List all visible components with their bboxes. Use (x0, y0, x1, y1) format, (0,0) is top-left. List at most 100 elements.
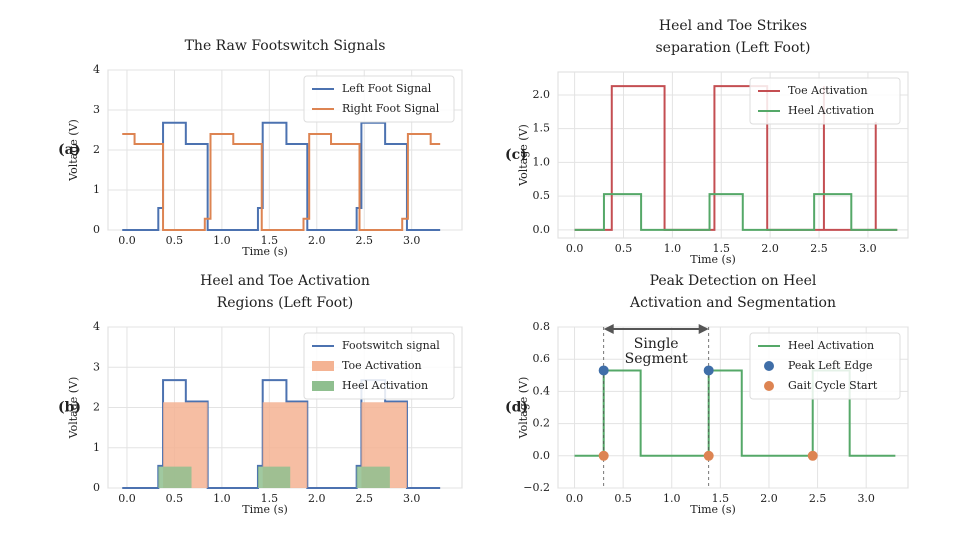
data-line (122, 121, 441, 231)
data-line (574, 85, 898, 231)
x-tick-label: 2.5 (355, 234, 373, 247)
legend-label: Heel Activation (788, 104, 874, 117)
legend-label: Heel Activation (342, 379, 428, 392)
x-tick-label: 0.5 (166, 492, 184, 505)
y-tick-label: 1.0 (533, 155, 551, 168)
x-tick-label: 0.5 (615, 242, 633, 255)
legend-swatch (312, 361, 334, 371)
y-tick-label: 0.2 (533, 417, 551, 430)
legend-swatch (764, 361, 774, 371)
x-tick-label: 1.5 (261, 234, 279, 247)
legend-label: Footswitch signal (342, 339, 440, 352)
y-tick-label: 0.5 (533, 189, 551, 202)
x-tick-label: 0.0 (118, 234, 136, 247)
x-tick-label: 0.0 (566, 242, 584, 255)
x-tick-label: 0.0 (118, 492, 136, 505)
chart-title: Activation and Segmentation (629, 295, 836, 311)
x-tick-label: 2.5 (810, 242, 828, 255)
x-tick-label: 3.0 (403, 234, 421, 247)
annotation: Segment (625, 351, 688, 367)
legend-box (749, 77, 901, 125)
x-tick-label: 3.0 (859, 242, 877, 255)
y-tick-label: 0.6 (533, 352, 551, 365)
y-tick-label: 0.4 (533, 384, 551, 397)
legend-label: Toe Activation (342, 359, 422, 372)
chart-title: The Raw Footswitch Signals (185, 38, 386, 54)
y-tick-label: 4 (93, 63, 100, 76)
x-tick-label: 1.5 (261, 492, 279, 505)
y-tick-label: 3 (93, 103, 100, 116)
x-tick-label: 0.5 (166, 234, 184, 247)
x-tick-label: 1.0 (663, 492, 681, 505)
legend-swatch (312, 381, 334, 391)
x-tick-label: 0.0 (566, 492, 584, 505)
x-tick-label: 2.0 (308, 234, 326, 247)
legend-box (749, 332, 901, 400)
y-tick-label: 2 (93, 143, 100, 156)
x-tick-label: 2.5 (809, 492, 827, 505)
data-point (703, 365, 714, 376)
data-line (574, 193, 898, 231)
legend-box (303, 75, 455, 123)
y-tick-label: 1 (93, 183, 100, 196)
x-tick-label: 1.5 (712, 492, 730, 505)
legend-label: Toe Activation (788, 84, 868, 97)
legend-label: Gait Cycle Start (788, 379, 878, 392)
panel-label: (d) (505, 400, 528, 416)
y-tick-label: 2 (93, 401, 100, 414)
legend-label: Right Foot Signal (342, 102, 440, 115)
x-tick-label: 2.5 (355, 492, 373, 505)
data-area (158, 466, 390, 488)
y-axis-label: Voltage (V) (517, 124, 530, 187)
legend-swatch (764, 381, 774, 391)
y-tick-label: 1.5 (533, 122, 551, 135)
y-tick-label: 0.0 (533, 449, 551, 462)
panel-label: (a) (58, 142, 80, 158)
x-tick-label: 2.0 (761, 242, 779, 255)
y-tick-label: 0.0 (533, 223, 551, 236)
x-axis-label: Time (s) (690, 253, 736, 266)
x-tick-label: 0.5 (614, 492, 632, 505)
x-axis-label: Time (s) (242, 245, 288, 258)
data-point (598, 365, 609, 376)
y-axis-label: Voltage (V) (67, 377, 80, 440)
data-point (598, 450, 609, 461)
x-tick-label: 3.0 (403, 492, 421, 505)
chart-title: Peak Detection on Heel (650, 273, 817, 289)
chart-title: Regions (Left Foot) (217, 295, 354, 311)
y-tick-label: 0 (93, 223, 100, 236)
chart-title: Heel and Toe Strikes (659, 18, 807, 34)
x-tick-label: 2.0 (308, 492, 326, 505)
y-axis-label: Voltage (V) (517, 377, 530, 440)
y-tick-label: −0.2 (523, 481, 550, 494)
x-tick-label: 1.0 (213, 234, 231, 247)
chart-title: separation (Left Foot) (655, 40, 810, 56)
data-point (807, 450, 818, 461)
data-point (703, 450, 714, 461)
y-tick-label: 0 (93, 481, 100, 494)
y-axis-label: Voltage (V) (67, 119, 80, 182)
annotation: Single (634, 336, 679, 352)
x-tick-label: 3.0 (857, 492, 875, 505)
y-tick-label: 0.8 (533, 320, 551, 333)
x-tick-label: 1.5 (713, 242, 731, 255)
panel-label: (b) (58, 400, 81, 416)
x-axis-label: Time (s) (690, 503, 736, 516)
legend-box (303, 332, 455, 400)
x-tick-label: 1.0 (213, 492, 231, 505)
x-tick-label: 2.0 (760, 492, 778, 505)
chart-title: Heel and Toe Activation (200, 273, 370, 289)
x-tick-label: 1.0 (664, 242, 682, 255)
y-tick-label: 3 (93, 360, 100, 373)
legend-label: Heel Activation (788, 339, 874, 352)
y-tick-label: 2.0 (533, 88, 551, 101)
data-area (163, 402, 407, 488)
data-line (122, 133, 441, 231)
legend-label: Left Foot Signal (342, 82, 432, 95)
y-tick-label: 1 (93, 441, 100, 454)
y-tick-label: 4 (93, 320, 100, 333)
x-axis-label: Time (s) (242, 503, 288, 516)
panel-label: (c) (505, 147, 527, 163)
legend-label: Peak Left Edge (788, 359, 873, 372)
